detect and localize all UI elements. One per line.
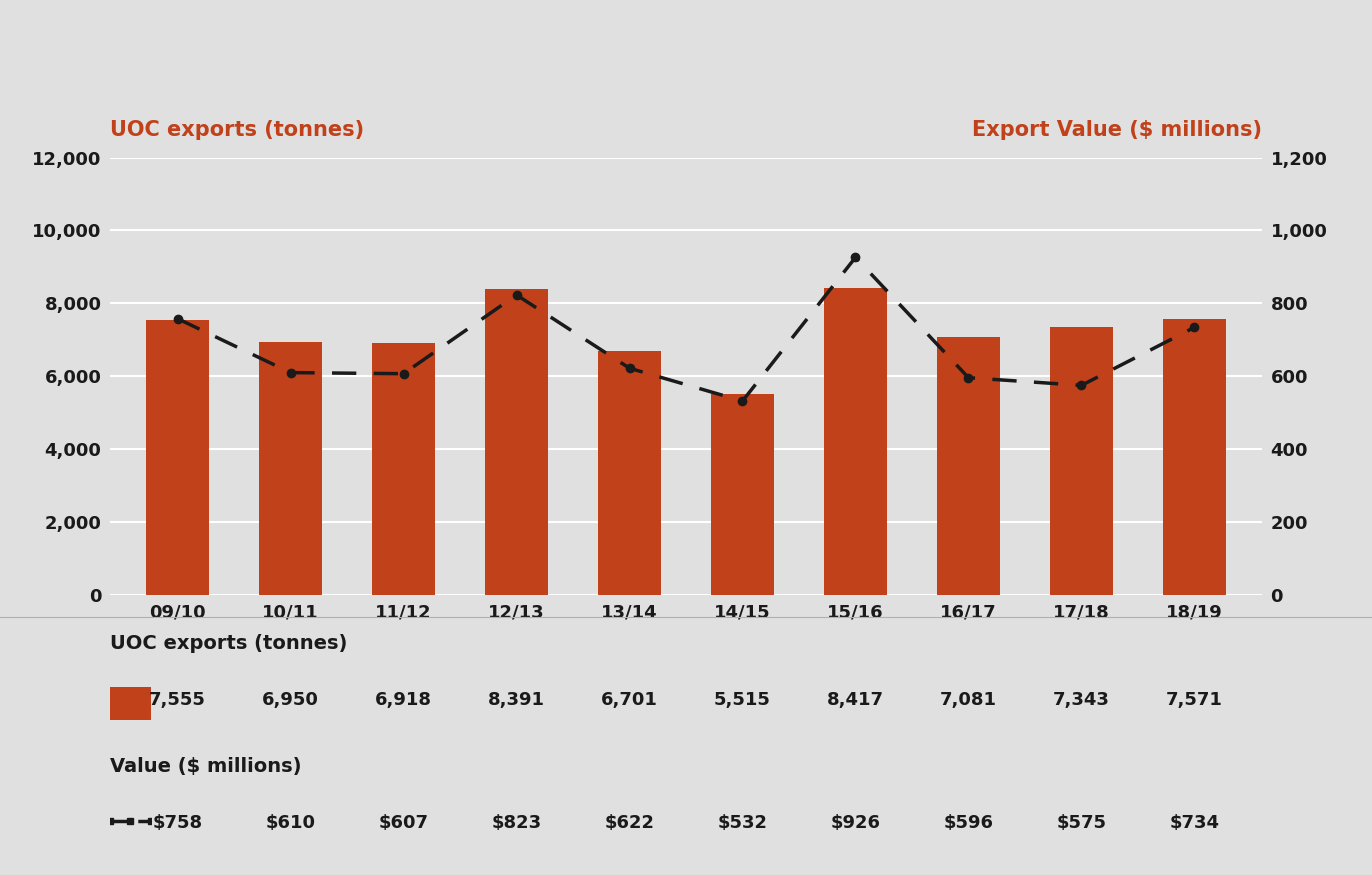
Bar (486, 289, 547, 595)
Text: UOC exports (tonnes): UOC exports (tonnes) (110, 634, 347, 654)
Text: $926: $926 (830, 814, 881, 832)
Text: 6,950: 6,950 (262, 691, 318, 710)
Text: $575: $575 (1056, 814, 1106, 832)
Text: $596: $596 (944, 814, 993, 832)
Text: 7,571: 7,571 (1166, 691, 1222, 710)
Text: $607: $607 (379, 814, 428, 832)
Text: 5,515: 5,515 (713, 691, 771, 710)
Text: 8,391: 8,391 (488, 691, 545, 710)
Text: 8,417: 8,417 (827, 691, 884, 710)
Text: $823: $823 (491, 814, 542, 832)
Bar (825, 288, 886, 595)
Text: $758: $758 (152, 814, 203, 832)
Text: $532: $532 (718, 814, 767, 832)
Bar (372, 343, 435, 595)
Text: Export Value ($ millions): Export Value ($ millions) (973, 120, 1262, 140)
Bar (1163, 319, 1225, 595)
Text: $622: $622 (605, 814, 654, 832)
Bar (259, 341, 321, 595)
Bar (598, 351, 660, 595)
Text: Value ($ millions): Value ($ millions) (110, 757, 302, 776)
Text: $610: $610 (266, 814, 316, 832)
Bar (712, 394, 774, 595)
Text: 6,918: 6,918 (375, 691, 432, 710)
Text: 7,343: 7,343 (1054, 691, 1110, 710)
Text: 7,081: 7,081 (940, 691, 997, 710)
Text: 7,555: 7,555 (150, 691, 206, 710)
Bar (147, 319, 209, 595)
Bar (1051, 327, 1113, 595)
Text: $734: $734 (1169, 814, 1220, 832)
Bar (937, 337, 1000, 595)
Text: 6,701: 6,701 (601, 691, 659, 710)
Text: UOC exports (tonnes): UOC exports (tonnes) (110, 120, 364, 140)
